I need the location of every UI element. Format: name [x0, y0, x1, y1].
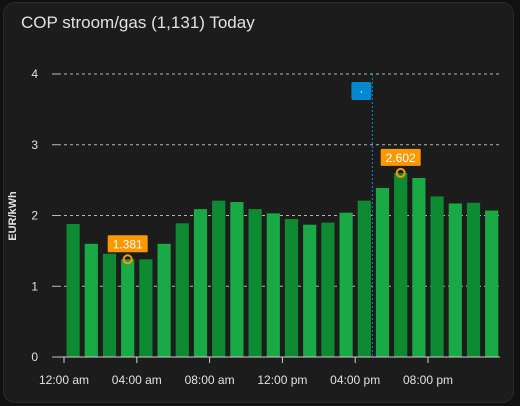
- bar[interactable]: [303, 224, 317, 357]
- y-tick-label: 2: [31, 209, 38, 223]
- bar[interactable]: [266, 213, 280, 357]
- annotation-label-box: [107, 235, 148, 253]
- bar[interactable]: [175, 223, 189, 357]
- bar[interactable]: [248, 209, 262, 357]
- bar[interactable]: [357, 200, 371, 357]
- bar[interactable]: [84, 243, 98, 357]
- x-tick-label: 04:00 pm: [330, 373, 380, 387]
- bar[interactable]: [157, 243, 171, 357]
- annotation-label: 2.602: [386, 151, 416, 165]
- bar[interactable]: [102, 253, 117, 357]
- bar[interactable]: [212, 200, 226, 357]
- now-marker-badge[interactable]: [351, 82, 372, 100]
- y-tick-label: 1: [31, 279, 38, 293]
- bar[interactable]: [448, 203, 462, 357]
- bar[interactable]: [485, 210, 499, 357]
- x-tick-label: 12:00 pm: [257, 373, 307, 387]
- y-tick-label: 0: [31, 350, 38, 364]
- card-title[interactable]: COP stroom/gas (1,131) Today: [21, 13, 255, 32]
- annotation-point[interactable]: [395, 167, 406, 178]
- x-tick-label: 12:00 am: [39, 373, 89, 387]
- bar[interactable]: [321, 222, 335, 357]
- y-tick-label: 3: [31, 138, 38, 152]
- y-axis-title: EUR/kWh: [7, 191, 19, 241]
- bar[interactable]: [193, 209, 208, 357]
- annotation-label-box: [380, 148, 421, 166]
- y-tick-label: 4: [31, 67, 38, 81]
- x-tick-label: 08:00 pm: [403, 373, 453, 387]
- bar[interactable]: [139, 259, 153, 357]
- bar[interactable]: [466, 202, 481, 357]
- annotation-point[interactable]: [122, 254, 133, 265]
- x-tick-label: 08:00 am: [185, 373, 235, 387]
- bar[interactable]: [394, 173, 408, 357]
- x-tick-label: 04:00 am: [112, 373, 162, 387]
- bar[interactable]: [339, 212, 353, 357]
- bar[interactable]: [412, 178, 426, 357]
- bar[interactable]: [121, 259, 135, 357]
- bar[interactable]: [430, 196, 444, 357]
- bar[interactable]: [284, 219, 299, 357]
- annotation-label: 1.381: [113, 237, 143, 251]
- now-marker-label: ·: [359, 84, 363, 98]
- bar[interactable]: [230, 202, 244, 357]
- bar[interactable]: [375, 187, 390, 357]
- bar[interactable]: [66, 223, 80, 357]
